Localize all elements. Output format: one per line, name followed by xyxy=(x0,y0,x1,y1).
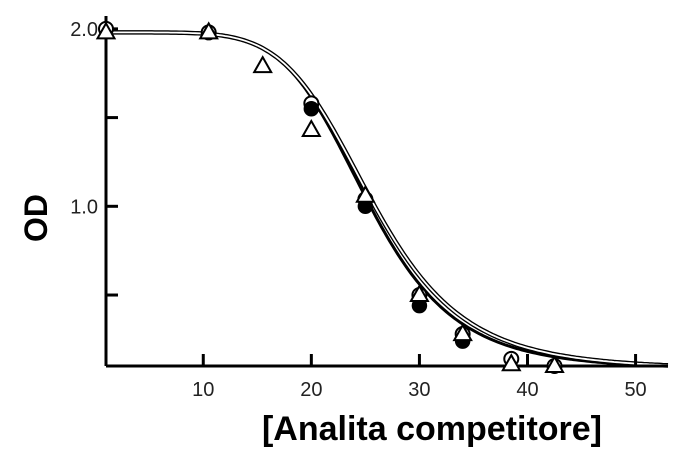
fit-curves xyxy=(106,30,669,368)
open-triangle-point xyxy=(301,118,322,137)
open-triangle-point xyxy=(501,353,522,372)
x-tick-label: 10 xyxy=(192,379,214,401)
fit-curve-outline xyxy=(106,30,669,368)
axis-ticks: 10 20 30 40 50 1.0 2.0 xyxy=(70,19,647,401)
open-triangle-point xyxy=(252,55,273,74)
fit-curve xyxy=(106,30,669,368)
y-tick-label: 2.0 xyxy=(70,19,98,41)
open-triangle-point xyxy=(544,354,565,373)
x-tick-label: 50 xyxy=(624,379,646,401)
x-tick-label: 40 xyxy=(516,379,538,401)
open-triangle-point xyxy=(95,21,117,40)
fit-curve-inner xyxy=(106,31,669,367)
open-triangle-point xyxy=(355,184,376,203)
open-triangle-point xyxy=(198,21,219,40)
open-triangle-point xyxy=(452,323,473,342)
data-markers xyxy=(95,20,565,374)
x-tick-label: 30 xyxy=(408,379,430,401)
y-tick-label: 1.0 xyxy=(70,196,98,218)
axes xyxy=(104,16,668,368)
open-triangle-point xyxy=(409,283,430,302)
filled-circle-point xyxy=(303,100,320,117)
y-axis-title: OD xyxy=(18,194,54,242)
x-tick-label: 20 xyxy=(300,379,322,401)
x-axis-title: [Analita competitore] xyxy=(262,410,602,448)
